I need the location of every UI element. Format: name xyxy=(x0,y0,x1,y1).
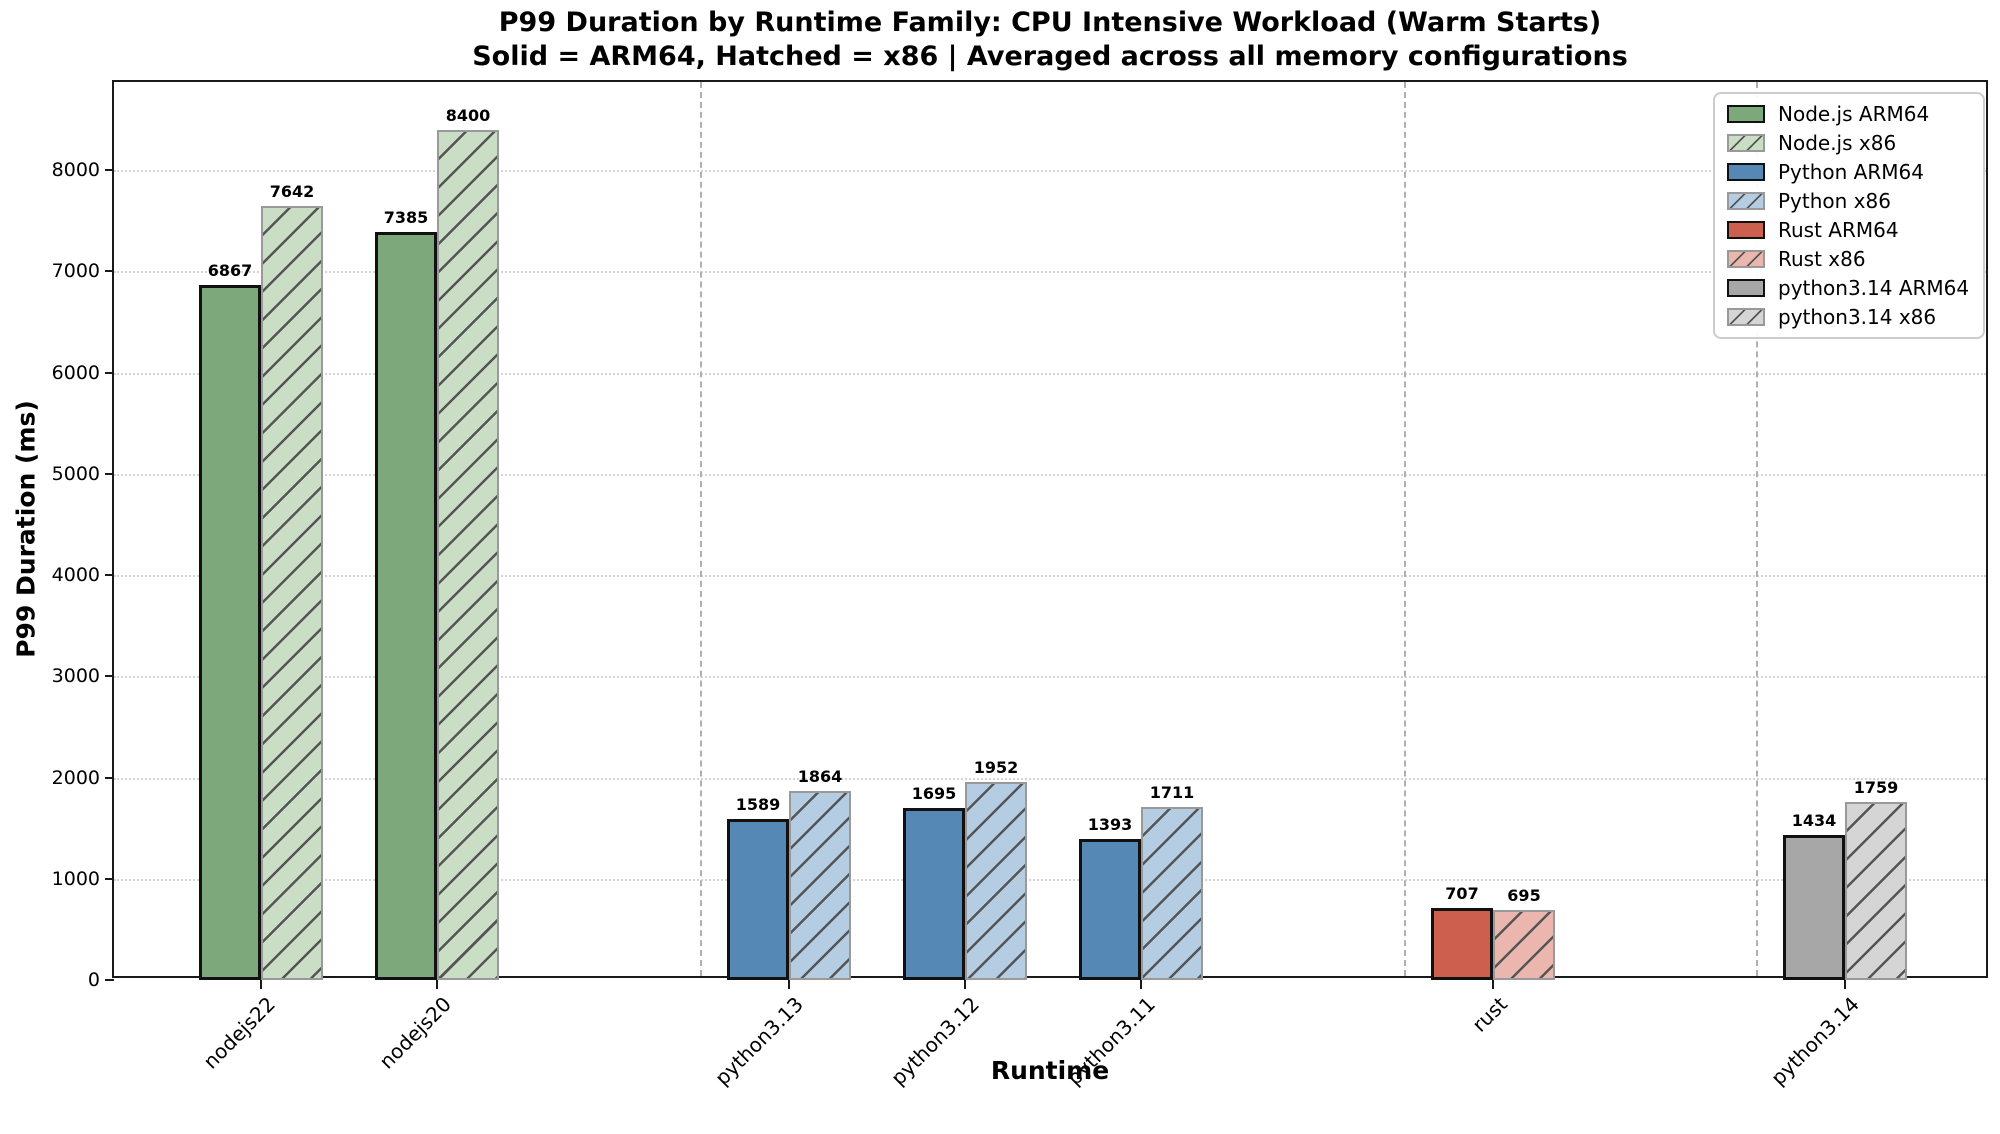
y-tick-label: 4000 xyxy=(51,564,100,587)
legend-swatch xyxy=(1727,192,1765,210)
legend-item-label: Rust x86 xyxy=(1778,247,1866,271)
y-tick-label: 3000 xyxy=(51,665,100,688)
bar-value-label: 1393 xyxy=(1087,814,1133,834)
y-tick-label: 8000 xyxy=(51,159,100,182)
legend: Node.js ARM64 Node.js x86 Python ARM64 Pyth… xyxy=(1713,92,1985,339)
gridline xyxy=(114,878,1986,881)
legend-item-label: Rust ARM64 xyxy=(1778,218,1899,242)
bar-nodejs20-x86 xyxy=(437,129,499,980)
legend-swatch xyxy=(1727,308,1765,326)
bar-value-label: 7642 xyxy=(269,182,315,202)
bar-value-label: 1589 xyxy=(735,795,781,815)
y-tick-label: 5000 xyxy=(51,462,100,485)
y-tick-label: 0 xyxy=(87,969,100,991)
legend-swatch xyxy=(1727,105,1765,123)
y-tick-mark xyxy=(105,371,114,374)
bar-nodejs22-ARM64 xyxy=(199,284,261,980)
y-tick-label: 6000 xyxy=(51,361,100,384)
bar-rust-x86 xyxy=(1493,909,1555,980)
family-separator-line xyxy=(700,82,702,976)
y-axis-label: P99 Duration (ms) xyxy=(11,400,41,658)
bar-value-label: 1695 xyxy=(911,784,957,804)
bar-nodejs20-ARM64 xyxy=(375,232,437,980)
legend-swatch xyxy=(1727,163,1765,181)
bar-rust-ARM64 xyxy=(1431,908,1493,980)
y-tick-mark xyxy=(105,270,114,273)
y-tick-mark xyxy=(105,877,114,880)
x-tick-mark xyxy=(260,980,262,989)
legend-item: python3.14 x86 xyxy=(1727,305,1971,329)
y-tick-mark xyxy=(105,675,114,678)
legend-item: Node.js ARM64 xyxy=(1727,102,1971,126)
legend-swatch xyxy=(1727,221,1765,239)
bar-python3.14-x86 xyxy=(1845,801,1907,980)
bar-value-label: 6867 xyxy=(207,260,253,280)
legend-item-label: python3.14 x86 xyxy=(1778,305,1937,329)
legend-item: Python ARM64 xyxy=(1727,160,1971,184)
bar-value-label: 1952 xyxy=(973,758,1019,778)
bar-value-label: 7385 xyxy=(383,208,429,228)
gridline xyxy=(114,575,1986,578)
y-tick-label: 2000 xyxy=(51,766,100,789)
bar-python3.13-ARM64 xyxy=(727,819,789,980)
gridline xyxy=(114,473,1986,476)
y-tick-mark xyxy=(105,169,114,172)
x-tick-mark xyxy=(964,980,966,989)
bar-nodejs22-x86 xyxy=(261,206,323,980)
bar-value-label: 1864 xyxy=(797,767,843,787)
bar-value-label: 8400 xyxy=(445,105,491,125)
bar-python3.12-x86 xyxy=(965,782,1027,980)
gridline xyxy=(114,676,1986,679)
legend-item-label: Node.js ARM64 xyxy=(1778,102,1930,126)
bar-python3.13-x86 xyxy=(789,791,851,980)
legend-item-label: Python ARM64 xyxy=(1778,160,1924,184)
x-tick-mark xyxy=(436,980,438,989)
y-tick-mark xyxy=(105,574,114,577)
gridline xyxy=(114,271,1986,274)
y-tick-label: 7000 xyxy=(51,260,100,283)
bar-value-label: 695 xyxy=(1507,885,1541,905)
legend-swatch xyxy=(1727,279,1765,297)
legend-swatch xyxy=(1727,134,1765,152)
legend-item-label: python3.14 ARM64 xyxy=(1778,276,1970,300)
family-separator-line xyxy=(1756,82,1758,976)
bar-value-label: 707 xyxy=(1445,884,1479,904)
x-axis-label: Runtime xyxy=(990,1056,1110,1085)
legend-item: Rust x86 xyxy=(1727,247,1971,271)
x-tick-mark xyxy=(788,980,790,989)
bar-python3.14-ARM64 xyxy=(1783,834,1845,980)
y-tick-mark xyxy=(105,979,114,981)
legend-item: Python x86 xyxy=(1727,189,1971,213)
bar-value-label: 1434 xyxy=(1791,810,1837,830)
gridline xyxy=(114,170,1986,173)
legend-swatch xyxy=(1727,250,1765,268)
y-tick-mark xyxy=(105,472,114,475)
bar-python3.11-ARM64 xyxy=(1079,838,1141,980)
family-separator-line xyxy=(1404,82,1406,976)
gridline xyxy=(114,372,1986,375)
legend-item: Node.js x86 xyxy=(1727,131,1971,155)
y-tick-mark xyxy=(105,776,114,779)
legend-item-label: Python x86 xyxy=(1778,189,1891,213)
plot-area: 0 1000 2000 3000 4000 5000 6000 7000 8000 6867 764… xyxy=(52,80,1988,1090)
x-tick-mark xyxy=(1492,980,1494,989)
legend-item-label: Node.js x86 xyxy=(1778,131,1897,155)
chart-subtitle: Solid = ARM64, Hatched = x86 | Averaged … xyxy=(472,41,1628,72)
x-tick-mark xyxy=(1140,980,1142,989)
gridline xyxy=(114,777,1986,780)
legend-item: Rust ARM64 xyxy=(1727,218,1971,242)
legend-item: python3.14 ARM64 xyxy=(1727,276,1971,300)
x-tick-mark xyxy=(1844,980,1846,989)
bar-python3.12-ARM64 xyxy=(903,808,965,980)
bar-value-label: 1759 xyxy=(1853,777,1899,797)
bar-python3.11-x86 xyxy=(1141,806,1203,980)
chart-title: P99 Duration by Runtime Family: CPU Inte… xyxy=(498,7,1602,38)
bar-value-label: 1711 xyxy=(1149,782,1195,802)
y-tick-label: 1000 xyxy=(51,867,100,890)
